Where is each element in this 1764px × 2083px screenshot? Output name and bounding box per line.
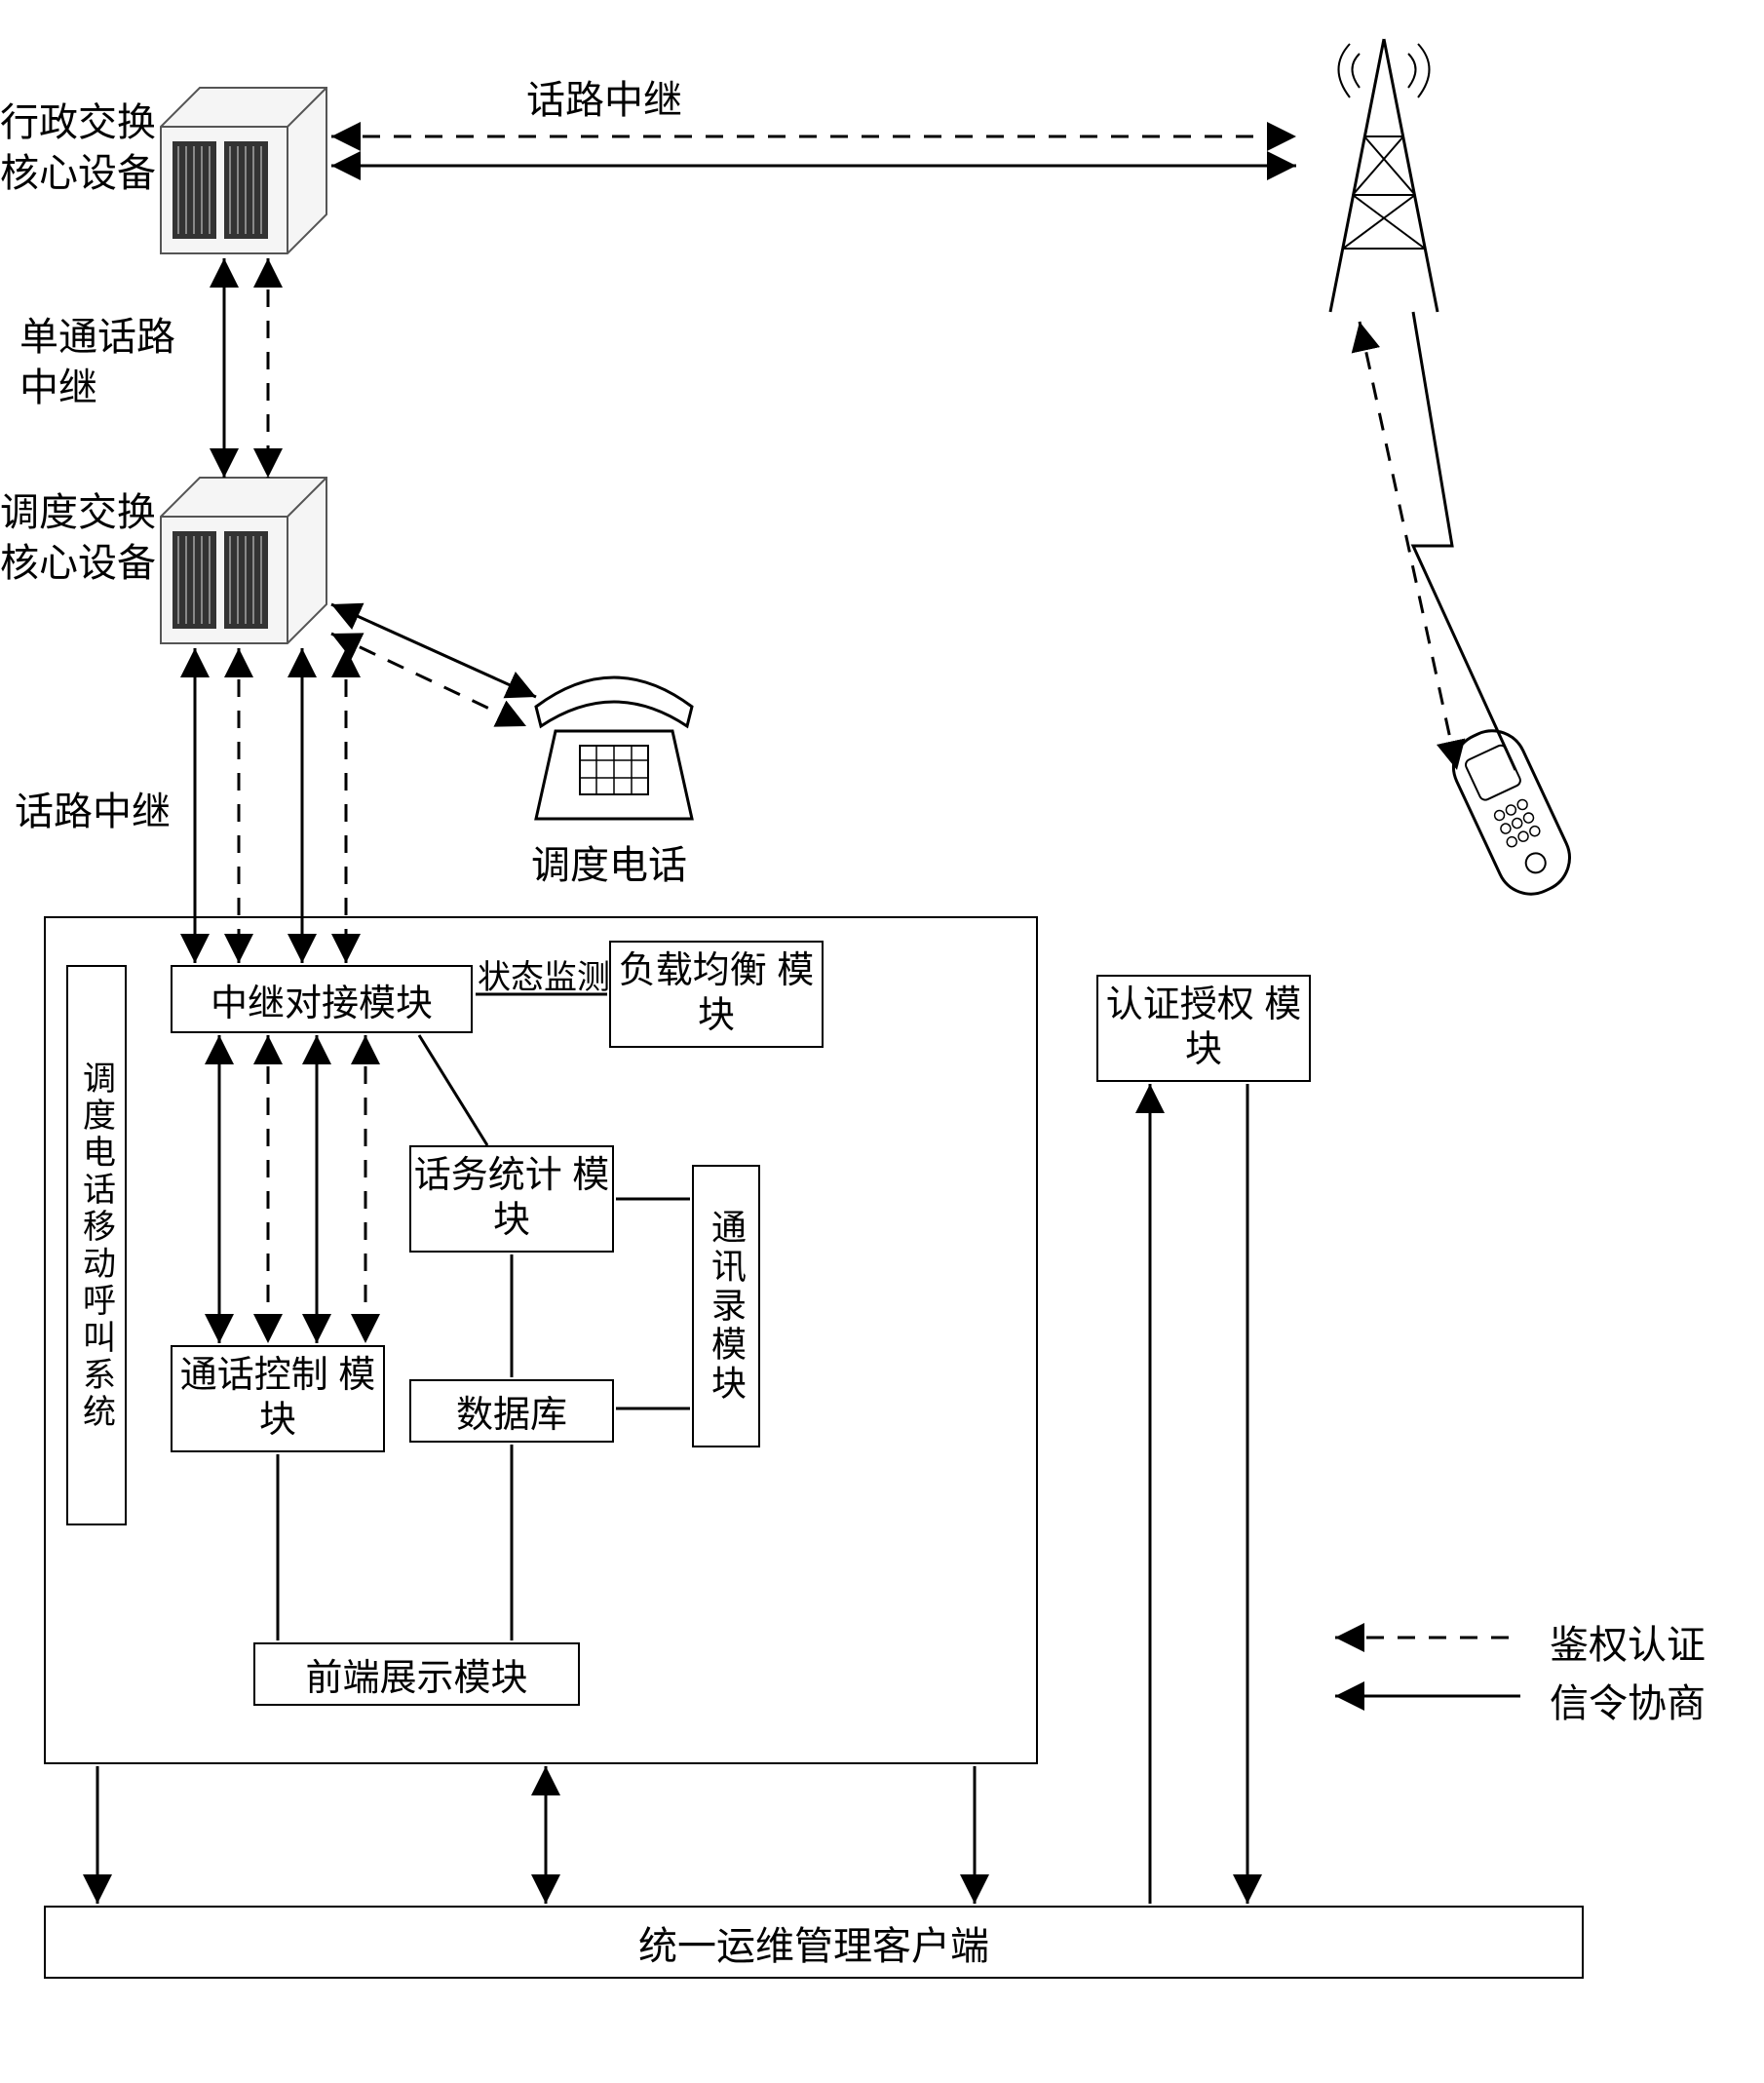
dispatch-switch-label: 调度交换 核心设备 <box>0 487 156 589</box>
system-container <box>44 916 1038 1764</box>
load-balance-text: 负载均衡 模块 <box>611 949 822 1038</box>
call-stats-box: 话务统计 模块 <box>409 1145 614 1253</box>
system-name-box: 调度电话移动呼叫系统 <box>66 965 127 1525</box>
system-name-text: 调度电话移动呼叫系统 <box>73 1061 121 1431</box>
wireless-link-icon <box>1413 312 1515 770</box>
trunk-docking-text: 中继对接模块 <box>211 973 433 1026</box>
ops-client-text: 统一运维管理客户端 <box>638 1914 989 1971</box>
trunk-docking-box: 中继对接模块 <box>171 965 473 1033</box>
admin-switch-label: 行政交换 核心设备 <box>0 97 156 199</box>
call-control-text: 通话控制 模块 <box>173 1354 383 1443</box>
ops-client-box: 统一运维管理客户端 <box>44 1906 1584 1979</box>
contacts-text: 通讯录模块 <box>701 1209 751 1404</box>
dispatch-phone-label: 调度电话 <box>531 833 687 890</box>
frontend-box: 前端展示模块 <box>253 1642 580 1706</box>
desk-phone-icon <box>536 677 692 819</box>
server-admin-icon <box>161 88 326 253</box>
server-dispatch-icon <box>161 478 326 643</box>
call-stats-text: 话务统计 模块 <box>411 1154 612 1243</box>
database-text: 数据库 <box>456 1384 567 1438</box>
trunk-relay-left-label: 话路中继 <box>15 780 171 836</box>
call-control-box: 通话控制 模块 <box>171 1345 385 1452</box>
auth-box: 认证授权 模块 <box>1096 975 1311 1082</box>
frontend-text: 前端展示模块 <box>305 1647 527 1701</box>
tower-icon <box>1330 39 1438 312</box>
single-trunk-label: 单通话路 中继 <box>19 312 175 413</box>
database-box: 数据库 <box>409 1379 614 1443</box>
mobile-phone-icon <box>1442 719 1581 905</box>
trunk-relay-top-label: 话路中继 <box>526 68 682 125</box>
legend-auth-label: 鉴权认证 <box>1550 1613 1706 1670</box>
auth-text: 认证授权 模块 <box>1098 984 1309 1072</box>
legend-signal-label: 信令协商 <box>1550 1672 1706 1728</box>
load-balance-box: 负载均衡 模块 <box>609 941 824 1048</box>
contacts-box: 通讯录模块 <box>692 1165 760 1447</box>
